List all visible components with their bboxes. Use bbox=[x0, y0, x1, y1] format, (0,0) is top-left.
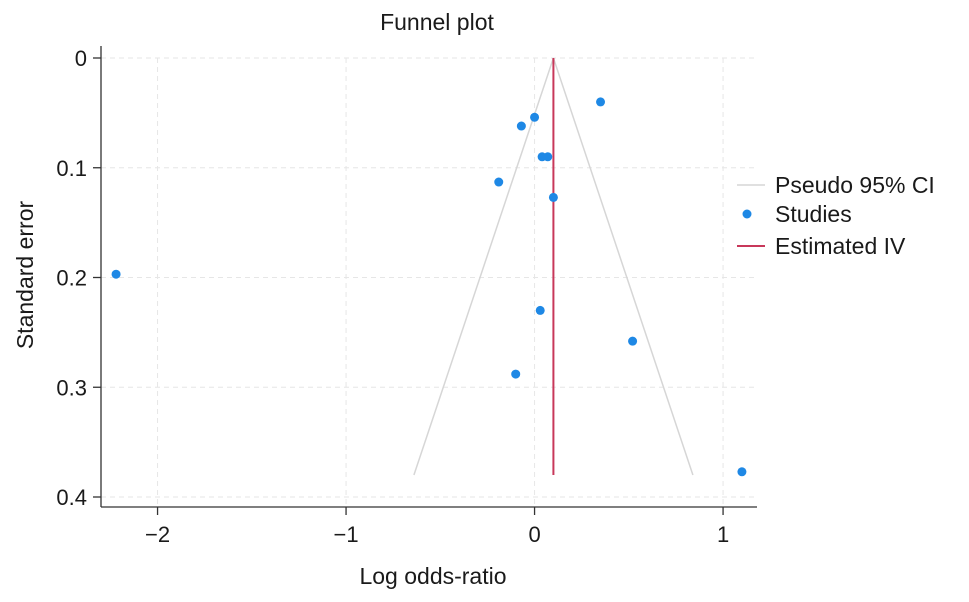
y-tick-label: 0.2 bbox=[56, 266, 87, 291]
study-point bbox=[494, 177, 504, 187]
study-point bbox=[516, 121, 526, 131]
study-point bbox=[596, 97, 606, 107]
x-tick-label: 1 bbox=[717, 522, 729, 547]
legend: Pseudo 95% CI Studies Estimated IV bbox=[737, 172, 935, 259]
legend-label-ci: Pseudo 95% CI bbox=[775, 172, 935, 198]
pseudo-ci-funnel bbox=[413, 57, 694, 476]
y-tick-label: 0.1 bbox=[56, 156, 87, 181]
legend-label-studies: Studies bbox=[775, 201, 852, 227]
x-axis-ticks: −2 −1 0 1 bbox=[145, 507, 729, 547]
legend-label-estimate: Estimated IV bbox=[775, 233, 906, 259]
chart-title: Funnel plot bbox=[380, 9, 494, 35]
study-point bbox=[511, 369, 521, 379]
x-tick-label: −1 bbox=[334, 522, 359, 547]
study-point bbox=[737, 467, 747, 477]
ci-lower-bound bbox=[413, 57, 555, 476]
x-axis-label: Log odds-ratio bbox=[359, 563, 506, 589]
y-tick-label: 0.3 bbox=[56, 375, 87, 400]
y-axis-label: Standard error bbox=[12, 201, 38, 350]
study-point bbox=[535, 305, 545, 315]
x-tick-label: −2 bbox=[145, 522, 170, 547]
study-point bbox=[530, 112, 540, 122]
study-point bbox=[111, 269, 121, 279]
study-point bbox=[628, 336, 638, 346]
legend-key-studies bbox=[742, 209, 752, 219]
study-point bbox=[543, 152, 553, 162]
ci-upper-bound bbox=[552, 57, 694, 476]
grid-lines bbox=[101, 57, 757, 507]
x-tick-label: 0 bbox=[528, 522, 540, 547]
y-axis-ticks: 0 0.1 0.2 0.3 0.4 bbox=[56, 46, 101, 510]
y-tick-label: 0 bbox=[75, 46, 87, 71]
study-points bbox=[111, 97, 747, 477]
y-tick-label: 0.4 bbox=[56, 485, 87, 510]
axes bbox=[100, 46, 757, 508]
study-point bbox=[548, 192, 558, 202]
